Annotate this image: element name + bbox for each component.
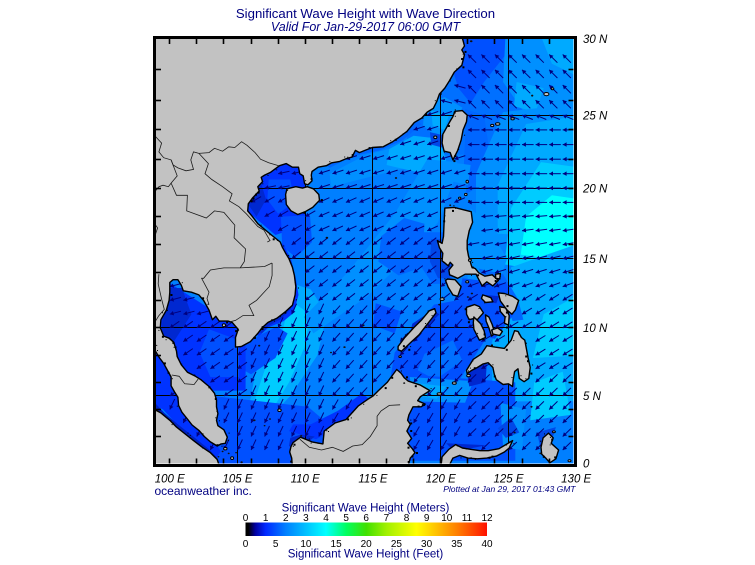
svg-text:20: 20: [361, 539, 373, 550]
svg-text:100 E: 100 E: [155, 474, 185, 486]
svg-text:120 E: 120 E: [426, 474, 456, 486]
svg-text:30 N: 30 N: [583, 34, 608, 46]
svg-text:5: 5: [273, 539, 279, 550]
svg-text:Significant Wave Height with W: Significant Wave Height with Wave Direct…: [236, 6, 495, 21]
svg-text:105 E: 105 E: [222, 474, 252, 486]
svg-text:30: 30: [421, 539, 433, 550]
svg-text:110 E: 110 E: [291, 474, 321, 486]
svg-text:oceanweather inc.: oceanweather inc.: [155, 484, 252, 498]
svg-text:11: 11: [462, 513, 473, 524]
svg-text:8: 8: [404, 513, 410, 524]
svg-text:1: 1: [263, 513, 269, 524]
svg-text:25: 25: [391, 539, 403, 550]
svg-text:115 E: 115 E: [358, 474, 388, 486]
svg-text:15: 15: [331, 539, 343, 550]
svg-text:0: 0: [243, 513, 249, 524]
svg-text:2: 2: [283, 513, 289, 524]
svg-text:0: 0: [583, 459, 590, 471]
svg-text:125 E: 125 E: [493, 474, 523, 486]
svg-text:6: 6: [363, 513, 369, 524]
svg-text:130 E: 130 E: [561, 474, 591, 486]
svg-text:5 N: 5 N: [583, 391, 602, 403]
svg-text:10: 10: [441, 513, 453, 524]
svg-text:10: 10: [300, 539, 312, 550]
svg-text:15 N: 15 N: [583, 254, 608, 266]
svg-text:4: 4: [323, 513, 329, 524]
svg-text:10 N: 10 N: [583, 323, 608, 335]
svg-text:35: 35: [451, 539, 463, 550]
svg-text:Significant Wave Height (Feet): Significant Wave Height (Feet): [288, 549, 444, 561]
svg-text:40: 40: [481, 539, 493, 550]
svg-text:25 N: 25 N: [582, 110, 608, 122]
svg-text:0: 0: [243, 539, 249, 550]
svg-text:7: 7: [384, 513, 390, 524]
svg-text:Plotted at Jan 29, 2017 01:43: Plotted at Jan 29, 2017 01:43 GMT: [443, 484, 576, 494]
svg-text:Significant Wave Height (Meter: Significant Wave Height (Meters): [282, 503, 450, 515]
svg-text:9: 9: [424, 513, 430, 524]
svg-text:20 N: 20 N: [582, 183, 608, 195]
svg-text:3: 3: [303, 513, 309, 524]
svg-text:Valid For Jan-29-2017 06:00 GM: Valid For Jan-29-2017 06:00 GMT: [271, 20, 462, 34]
svg-text:12: 12: [481, 513, 493, 524]
svg-text:5: 5: [343, 513, 349, 524]
